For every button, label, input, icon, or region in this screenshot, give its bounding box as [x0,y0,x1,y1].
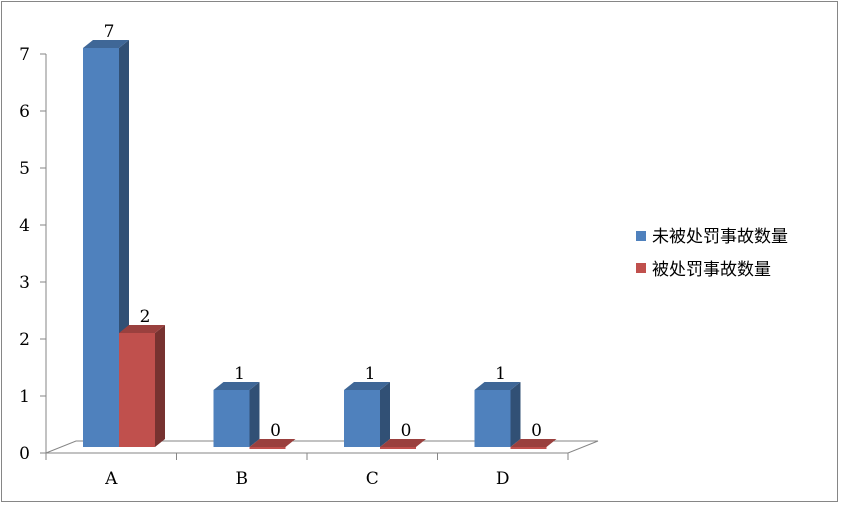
bar-top [510,439,557,447]
bar-top [380,439,426,447]
bar-top [83,40,129,48]
chart-floor [45,440,599,454]
y-tick-label-3: 3 [19,273,30,293]
data-label-B-series-1: 1 [234,364,245,384]
x-tick-label-D: D [496,469,510,489]
bar-front [83,48,119,447]
bar-top [344,382,390,390]
x-tick-label-B: B [236,469,249,489]
bar-B-series-2 [249,439,296,449]
legend-label-series-1: 未被处罚事故数量 [652,227,788,247]
bar-C-series-1 [344,382,390,447]
bar-top [249,439,296,447]
chart-legend: 未被处罚事故数量 被处罚事故数量 [636,227,788,280]
bar-front [119,333,155,447]
y-tick-label-4: 4 [19,216,30,236]
legend-swatch-series-2 [636,263,646,273]
legend-label-series-2: 被处罚事故数量 [652,260,771,280]
data-label-A-series-1: 7 [104,22,115,42]
bar-D-series-1 [474,382,521,447]
x-tick-label-A: A [104,469,118,489]
bar-top [119,325,165,333]
bar-C-series-2 [380,439,426,449]
bar-side [155,325,165,447]
bar-front [249,447,286,449]
bar-D-series-2 [510,439,557,449]
bar-A-series-2 [119,325,165,447]
y-tick-label-5: 5 [19,159,30,179]
chart-axes: 0 1 2 3 4 5 6 7 A B C D [19,45,599,489]
data-label-C-series-2: 0 [401,421,412,441]
data-label-C-series-1: 1 [365,364,376,384]
bar-side [510,382,521,447]
y-tick-label-6: 6 [19,102,30,122]
bar-top [474,382,521,390]
bar-B-series-1 [213,382,260,447]
legend-swatch-series-1 [636,231,646,241]
data-label-A-series-2: 2 [140,307,151,327]
bar-front [510,447,547,449]
chart-bars [83,40,557,449]
bar-front [380,447,416,449]
bar-top [213,382,260,390]
x-tick-label-C: C [366,469,379,489]
bar-side [249,382,260,447]
chart-data-labels: 7 2 1 0 1 0 1 0 [104,22,542,441]
data-label-B-series-2: 0 [270,421,281,441]
y-tick-label-2: 2 [19,330,30,350]
y-tick-label-0: 0 [19,444,30,464]
bar-front [474,390,511,447]
bar-front [213,390,250,447]
bar-side [380,382,390,447]
data-label-D-series-2: 0 [531,421,542,441]
y-tick-label-7: 7 [19,45,30,65]
bar-front [344,390,380,447]
y-tick-label-1: 1 [19,387,30,407]
data-label-D-series-1: 1 [495,364,506,384]
